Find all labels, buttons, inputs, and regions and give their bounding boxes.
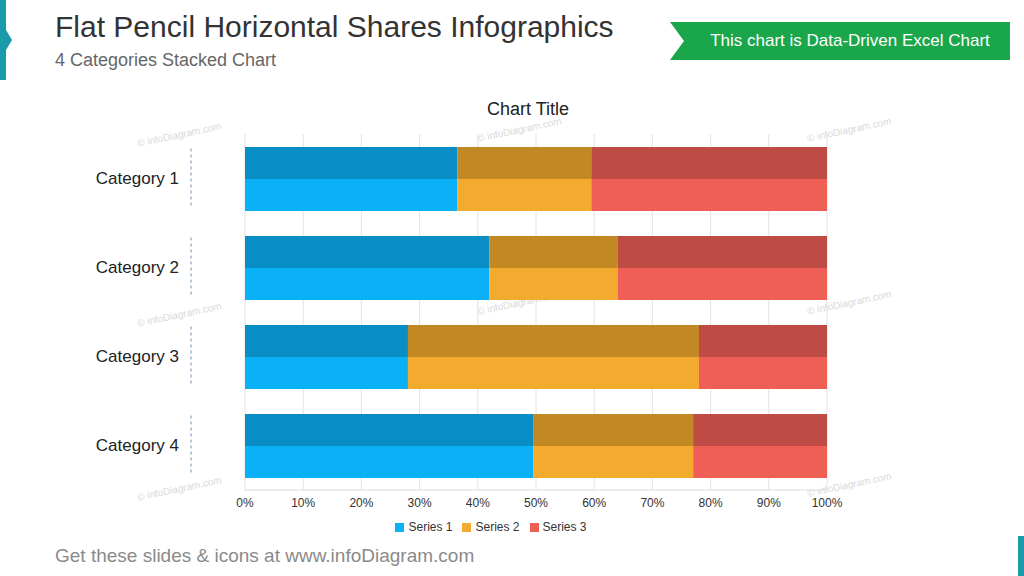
svg-text:90%: 90%	[757, 496, 781, 510]
html-text:Series 2: Series 2	[475, 520, 520, 534]
svg-text:Category 4: Category 4	[96, 436, 179, 455]
svg-text:40%: 40%	[466, 496, 490, 510]
svg-text:0%: 0%	[236, 496, 254, 510]
html-text:This chart is Data-Driven Exce: This chart is Data-Driven Excel Chart	[710, 31, 990, 50]
svg-text:50%: 50%	[524, 496, 548, 510]
svg-text:70%: 70%	[640, 496, 664, 510]
html-text:Chart Title: Chart Title	[487, 99, 569, 119]
svg-text:© infoDiagram.com: © infoDiagram.com	[476, 115, 562, 144]
svg-text:© infoDiagram.com: © infoDiagram.com	[806, 470, 893, 499]
html-text:Get these slides & icons at ww: Get these slides & icons at www.infoDiag…	[55, 545, 475, 566]
svg-text:60%: 60%	[582, 496, 606, 510]
html-text:Series 3: Series 3	[542, 520, 587, 534]
html-text:Flat Pencil Horizontal Shares: Flat Pencil Horizontal Shares Infographi…	[55, 10, 614, 43]
svg-text:Category 1: Category 1	[96, 169, 179, 188]
html-text:4 Categories Stacked Chart: 4 Categories Stacked Chart	[55, 50, 277, 70]
svg-text:10%: 10%	[291, 496, 315, 510]
svg-text:© infoDiagram.com: © infoDiagram.com	[136, 474, 222, 503]
svg-text:© infoDiagram.com: © infoDiagram.com	[136, 120, 222, 149]
svg-text:Category 2: Category 2	[96, 258, 179, 277]
svg-text:© infoDiagram.com: © infoDiagram.com	[136, 300, 222, 329]
svg-text:Category 3: Category 3	[96, 347, 179, 366]
svg-text:100%: 100%	[812, 496, 843, 510]
html-text:Series 1: Series 1	[408, 520, 453, 534]
svg-text:© infoDiagram.com: © infoDiagram.com	[476, 288, 563, 317]
svg-text:© infoDiagram.com: © infoDiagram.com	[806, 115, 892, 144]
svg-text:80%: 80%	[699, 496, 723, 510]
svg-text:30%: 30%	[408, 496, 432, 510]
svg-text:20%: 20%	[349, 496, 373, 510]
svg-text:© infoDiagram.com: © infoDiagram.com	[806, 288, 893, 317]
